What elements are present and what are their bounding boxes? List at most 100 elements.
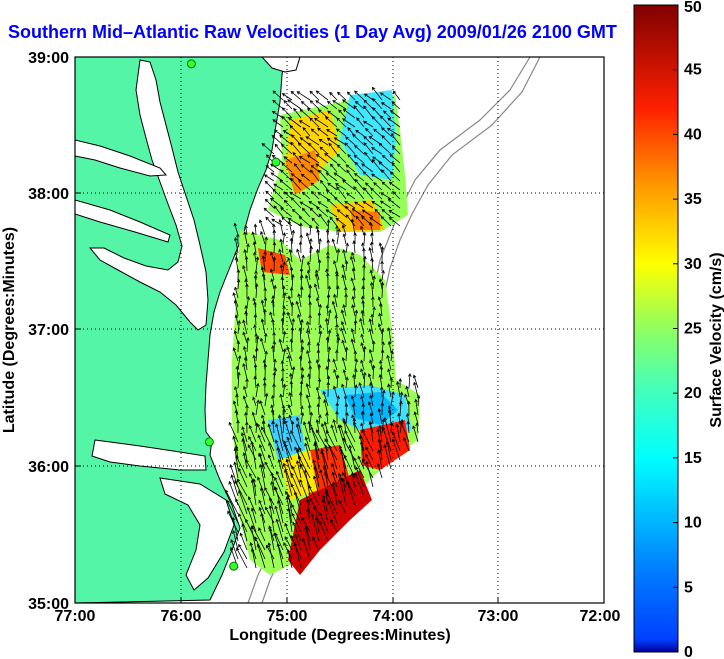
velocity-vector bbox=[354, 472, 365, 497]
velocity-vector bbox=[390, 349, 394, 362]
velocity-vector bbox=[416, 394, 421, 407]
velocity-vector bbox=[412, 425, 419, 443]
velocity-vector bbox=[326, 293, 331, 308]
velocity-vector bbox=[360, 333, 365, 344]
velocity-vector bbox=[389, 421, 394, 434]
velocity-vector bbox=[399, 391, 404, 407]
velocity-vector bbox=[299, 380, 304, 398]
velocity-vector bbox=[225, 489, 239, 515]
velocity-vector bbox=[259, 337, 266, 353]
velocity-vector bbox=[243, 231, 248, 245]
velocity-vector bbox=[298, 241, 303, 254]
velocity-vector bbox=[254, 283, 259, 299]
velocity-vector bbox=[251, 525, 266, 551]
velocity-vector bbox=[335, 349, 339, 362]
velocity-vector bbox=[283, 191, 293, 200]
velocity-vector bbox=[318, 138, 329, 146]
velocity-vector bbox=[363, 99, 374, 110]
velocity-vector bbox=[378, 373, 383, 389]
velocity-vector bbox=[258, 444, 266, 461]
velocity-vector bbox=[363, 187, 374, 200]
velocity-vector bbox=[238, 513, 248, 533]
velocity-vector bbox=[342, 108, 356, 119]
velocity-vector bbox=[271, 318, 275, 335]
velocity-vector bbox=[280, 317, 285, 335]
velocity-vector bbox=[320, 450, 329, 479]
velocity-vector bbox=[290, 141, 302, 155]
velocity-vector bbox=[260, 318, 266, 335]
velocity-vector bbox=[287, 295, 293, 308]
x-tick-label: 76:00 bbox=[161, 608, 202, 625]
velocity-vector bbox=[296, 91, 311, 101]
velocity-vector bbox=[318, 213, 329, 227]
velocity-vector bbox=[261, 255, 266, 272]
velocity-vector bbox=[245, 283, 249, 299]
velocity-vector bbox=[298, 446, 311, 470]
velocity-vector bbox=[246, 296, 250, 308]
velocity-vector bbox=[255, 382, 260, 398]
velocity-vector bbox=[246, 243, 250, 254]
velocity-vector bbox=[281, 93, 293, 101]
velocity-vector bbox=[358, 382, 365, 398]
velocity-vector bbox=[279, 134, 293, 146]
velocity-vector bbox=[389, 109, 401, 119]
velocity-vector bbox=[275, 423, 284, 452]
velocity-vector bbox=[362, 171, 374, 182]
velocity-vector bbox=[259, 400, 266, 416]
velocity-vector bbox=[338, 473, 347, 488]
velocity-vector bbox=[378, 425, 383, 443]
velocity-vector bbox=[289, 338, 294, 353]
velocity-vector bbox=[336, 209, 347, 218]
velocity-vector bbox=[296, 248, 302, 263]
velocity-vector bbox=[268, 496, 275, 515]
velocity-vector bbox=[291, 366, 296, 380]
velocity-vector bbox=[335, 217, 347, 227]
colorbar-ticks: 0 5 10 15 20 25 30 35 40 45 50 bbox=[673, 0, 702, 659]
velocity-vector bbox=[336, 228, 341, 245]
velocity-vector bbox=[350, 472, 356, 488]
velocity-vector bbox=[283, 99, 293, 110]
velocity-vector bbox=[238, 489, 248, 515]
velocity-vector bbox=[380, 328, 385, 344]
velocity-vector bbox=[372, 97, 383, 110]
velocity-vector bbox=[282, 261, 286, 272]
velocity-vector bbox=[307, 142, 320, 155]
velocity-vector bbox=[398, 378, 402, 389]
velocity-vector bbox=[381, 426, 392, 452]
velocity-vector bbox=[371, 115, 383, 128]
velocity-vector bbox=[264, 236, 268, 254]
velocity-vector bbox=[293, 163, 302, 173]
velocity-vector bbox=[317, 192, 329, 200]
velocity-vector bbox=[264, 392, 269, 407]
velocity-vector bbox=[288, 248, 293, 263]
velocity-vector bbox=[233, 461, 239, 479]
velocity-vector bbox=[344, 142, 356, 155]
velocity-vector bbox=[327, 110, 338, 119]
velocity-vector bbox=[368, 401, 374, 416]
velocity-vector bbox=[306, 260, 311, 272]
velocity-vector bbox=[306, 154, 320, 164]
velocity-vector bbox=[259, 486, 266, 506]
velocity-vector bbox=[404, 393, 410, 407]
colorbar-tick-label: 10 bbox=[684, 515, 702, 532]
velocity-vector bbox=[335, 225, 339, 236]
velocity-vector bbox=[350, 277, 356, 290]
velocity-vector bbox=[326, 129, 338, 137]
velocity-vector bbox=[330, 163, 338, 173]
velocity-vector bbox=[354, 368, 358, 380]
velocity-vector bbox=[255, 399, 260, 416]
velocity-vector bbox=[268, 504, 275, 533]
velocity-vector bbox=[264, 350, 268, 362]
velocity-vector bbox=[387, 409, 392, 425]
colorbar-tick-label: 15 bbox=[684, 450, 702, 467]
velocity-vector bbox=[397, 412, 401, 425]
velocity-vector bbox=[280, 169, 293, 182]
velocity-vector bbox=[310, 128, 320, 137]
velocity-vector bbox=[326, 381, 331, 398]
velocity-vector bbox=[388, 181, 401, 191]
velocity-vector bbox=[307, 341, 311, 353]
velocity-vector bbox=[286, 345, 293, 362]
velocity-vector bbox=[317, 109, 329, 119]
velocity-vector bbox=[362, 345, 367, 362]
velocity-vector bbox=[237, 319, 241, 335]
